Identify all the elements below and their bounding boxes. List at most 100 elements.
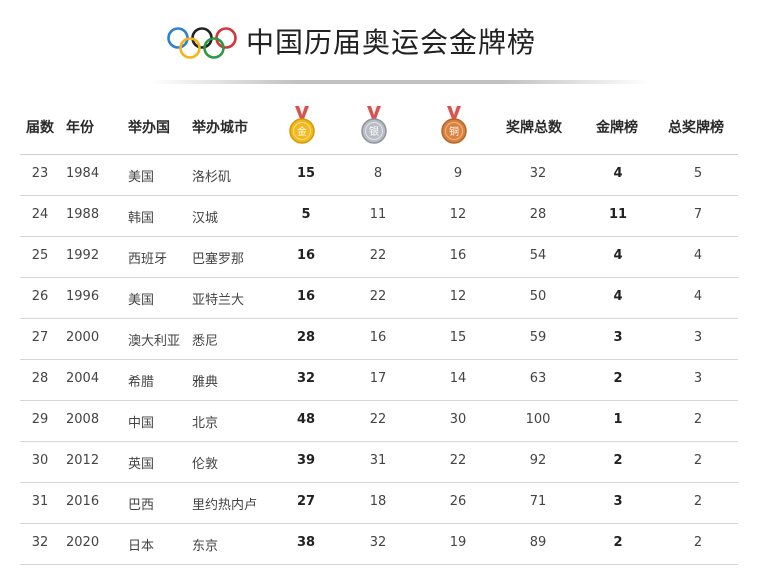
cell-gold-rank: 2 [613,371,623,386]
cell-total: 28 [529,207,547,222]
table-row: 30 2012 英国 伦敦 39 31 22 92 2 2 [20,442,738,483]
cell-country: 美国 [128,170,155,185]
cell-total-rank: 5 [693,166,703,181]
cell-silver: 31 [369,453,387,468]
page-title: 中国历届奥运会金牌榜 [246,26,537,59]
cell-bronze: 9 [453,166,463,181]
cell-silver: 22 [369,248,387,263]
cell-country: 澳大利亚 [128,334,181,349]
cell-bronze: 19 [449,535,467,550]
table-header: 届数 年份 举办国 举办城市 金 银 铜 奖牌总数 金牌榜 总奖牌榜 [20,100,738,155]
cell-silver: 17 [369,371,387,386]
cell-bronze: 12 [449,207,467,222]
cell-total-rank: 4 [693,289,703,304]
cell-total: 59 [529,330,547,345]
cell-total: 32 [529,166,547,181]
cell-gold-rank: 2 [613,453,623,468]
cell-gold: 32 [296,371,316,386]
bronze-medal-icon: 铜 [441,106,467,144]
cell-silver: 32 [369,535,387,550]
cell-total-rank: 3 [693,371,703,386]
title-divider [150,80,650,84]
cell-year: 2000 [66,330,100,345]
cell-year: 2004 [66,371,100,386]
bronze-medal-glyph: 铜 [449,126,459,138]
cell-year: 2012 [66,453,100,468]
header-total: 奖牌总数 [506,120,562,136]
cell-city: 巴塞罗那 [192,252,245,267]
cell-country: 日本 [128,539,155,554]
cell-silver: 18 [369,494,387,509]
cell-total-rank: 4 [693,248,703,263]
cell-gold-rank: 3 [613,494,623,509]
table-row: 29 2008 中国 北京 48 22 30 100 1 2 [20,401,738,442]
cell-gold-rank: 1 [613,412,623,427]
cell-total: 89 [529,535,547,550]
cell-total: 92 [529,453,547,468]
cell-gold: 48 [296,412,316,427]
gold-medal-icon: 金 [289,106,315,144]
table-row: 26 1996 美国 亚特兰大 16 22 12 50 4 4 [20,278,738,319]
cell-gold: 16 [296,248,316,263]
cell-city: 伦敦 [192,457,219,472]
table-row: 28 2004 希腊 雅典 32 17 14 63 2 3 [20,360,738,401]
table-row: 24 1988 韩国 汉城 5 11 12 28 11 7 [20,196,738,237]
cell-total-rank: 2 [693,494,703,509]
cell-gold: 15 [296,166,316,181]
cell-session: 27 [31,330,49,345]
header-total-rank: 总奖牌榜 [668,120,724,136]
cell-session: 28 [31,371,49,386]
cell-city: 汉城 [192,211,219,226]
cell-bronze: 14 [449,371,467,386]
cell-country: 巴西 [128,498,155,513]
cell-city: 里约热内卢 [192,498,258,513]
cell-country: 英国 [128,457,155,472]
cell-bronze: 30 [449,412,467,427]
cell-country: 韩国 [128,211,155,226]
cell-country: 希腊 [128,375,155,390]
cell-year: 1988 [66,207,100,222]
cell-city: 亚特兰大 [192,293,245,308]
cell-gold-rank: 4 [613,289,623,304]
header-session: 届数 [26,120,54,136]
cell-session: 29 [31,412,49,427]
cell-bronze: 26 [449,494,467,509]
cell-gold-rank: 11 [608,207,628,222]
header-gold-rank: 金牌榜 [596,120,638,136]
cell-total: 50 [529,289,547,304]
cell-total: 63 [529,371,547,386]
table-row: 32 2020 日本 东京 38 32 19 89 2 2 [20,524,738,565]
cell-gold-rank: 3 [613,330,623,345]
cell-gold: 39 [296,453,316,468]
cell-silver: 8 [373,166,383,181]
cell-country: 西班牙 [128,252,168,267]
header-year: 年份 [66,120,94,136]
cell-session: 25 [31,248,49,263]
header-country: 举办国 [128,120,170,136]
cell-gold: 38 [296,535,316,550]
table-row: 23 1984 美国 洛杉矶 15 8 9 32 4 5 [20,155,738,196]
cell-gold: 28 [296,330,316,345]
cell-year: 1992 [66,248,100,263]
cell-silver: 22 [369,289,387,304]
cell-bronze: 16 [449,248,467,263]
cell-silver: 16 [369,330,387,345]
cell-gold-rank: 2 [613,535,623,550]
cell-country: 中国 [128,416,155,431]
table-row: 25 1992 西班牙 巴塞罗那 16 22 16 54 4 4 [20,237,738,278]
table-row: 31 2016 巴西 里约热内卢 27 18 26 71 3 2 [20,483,738,524]
cell-total-rank: 2 [693,412,703,427]
cell-country: 美国 [128,293,155,308]
cell-bronze: 22 [449,453,467,468]
cell-city: 雅典 [192,375,219,390]
cell-gold: 16 [296,289,316,304]
cell-gold-rank: 4 [613,166,623,181]
cell-year: 2016 [66,494,100,509]
cell-gold: 27 [296,494,316,509]
header-city: 举办城市 [192,120,248,136]
cell-session: 23 [31,166,49,181]
cell-session: 24 [31,207,49,222]
cell-year: 1984 [66,166,100,181]
cell-session: 31 [31,494,49,509]
cell-silver: 11 [369,207,387,222]
